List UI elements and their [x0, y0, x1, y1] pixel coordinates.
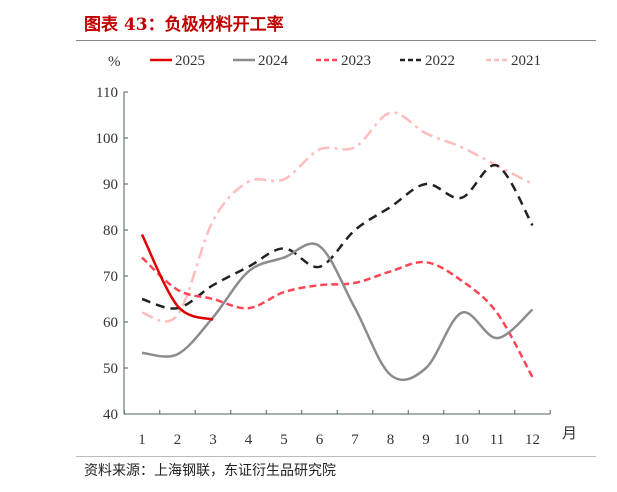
x-tick-label: 8: [387, 432, 395, 448]
y-tick-label: 100: [96, 131, 119, 147]
series-line-2023: [141, 256, 534, 378]
y-tick-label: 80: [103, 223, 118, 239]
x-tick-label: 10: [454, 432, 469, 448]
y-tick-label: 110: [96, 85, 118, 101]
x-tick-label: 3: [209, 432, 217, 448]
title-divider: [76, 40, 596, 41]
x-tick-label: 7: [351, 432, 359, 448]
y-tick-label: 70: [103, 269, 118, 285]
figure-title: 图表 43：负极材料开工率: [84, 15, 284, 35]
y-axis-label: %: [108, 54, 121, 70]
x-tick-label: 9: [422, 432, 430, 448]
source-note: 资料来源：上海钢联，东证衍生品研究院: [84, 463, 336, 479]
legend-label-2025: 2025: [175, 53, 205, 69]
x-tick-label: 4: [245, 432, 253, 448]
series-line-2021: [141, 111, 534, 323]
legend-label-2024: 2024: [258, 53, 289, 69]
x-tick-label: 5: [280, 432, 288, 448]
y-tick-label: 40: [103, 407, 118, 423]
series-line-2025: [140, 234, 214, 321]
footer-divider: [76, 456, 596, 457]
legend-label-2021: 2021: [511, 53, 541, 69]
y-tick-label: 90: [103, 177, 118, 193]
series-line-2022: [141, 164, 534, 310]
legend-label-2022: 2022: [425, 53, 455, 69]
legend-label-2023: 2023: [341, 53, 371, 69]
x-tick-label: 12: [525, 432, 540, 448]
x-tick-label: 2: [174, 432, 182, 448]
x-axis-label: 月: [562, 426, 577, 442]
y-tick-label: 50: [103, 361, 118, 377]
x-tick-label: 1: [138, 432, 146, 448]
x-tick-label: 11: [490, 432, 504, 448]
series-line-2024: [141, 242, 534, 382]
y-tick-label: 60: [103, 315, 118, 331]
x-tick-label: 6: [316, 432, 324, 448]
